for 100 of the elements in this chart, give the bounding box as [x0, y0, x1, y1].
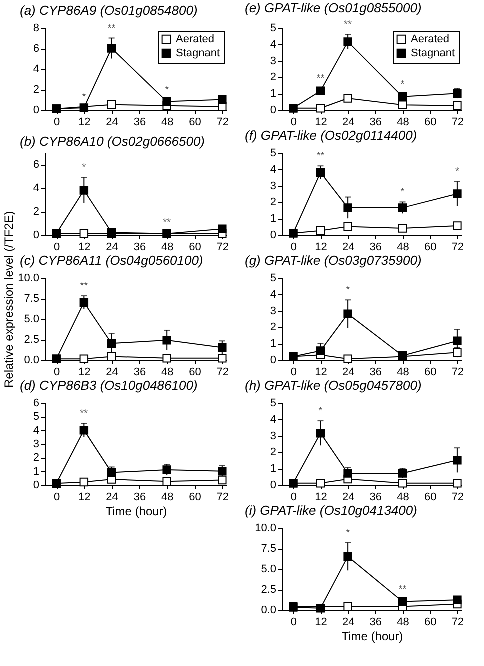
y-tick-label: 10.0	[18, 272, 40, 284]
x-tick-label: 72	[452, 116, 464, 128]
x-tick-label: 60	[424, 242, 437, 254]
x-tick-label: 0	[290, 366, 297, 378]
x-tick-label: 60	[424, 116, 437, 128]
x-tick-label: 0	[54, 242, 60, 254]
x-tick-label: 48	[161, 242, 174, 254]
y-tick-label: 0.0	[24, 354, 40, 366]
x-tick-label: 48	[161, 366, 174, 378]
x-tick-label: 12	[315, 116, 328, 128]
y-tick-label: 4	[270, 38, 276, 51]
y-tick-label: 2.5	[24, 334, 40, 346]
x-tick-label: 48	[161, 116, 174, 128]
x-tick-label: 48	[397, 366, 410, 378]
y-tick-label: 4	[33, 182, 40, 195]
y-tick-label: 0	[33, 230, 40, 242]
chart-title: (g) GPAT-like (Os03g0735900)	[245, 253, 422, 268]
y-tick-label: 10.0	[255, 522, 276, 534]
annotation: *	[82, 92, 86, 103]
chart-title: (i) GPAT-like (Os10g0413400)	[245, 503, 418, 518]
y-tick-label: 1	[33, 466, 40, 478]
x-tick-label: 72	[216, 116, 230, 128]
y-tick-label: 4	[33, 424, 40, 437]
annotation: *	[82, 162, 86, 174]
x-tick-label: 48	[397, 242, 410, 254]
annotation: **	[344, 20, 352, 31]
y-tick-label: 3	[270, 55, 276, 68]
chart-title: (b) CYP86A10 (Os02g0666500)	[20, 134, 206, 149]
annotation: **	[398, 584, 407, 596]
x-tick-label: 72	[452, 616, 464, 628]
y-tick-label: 5.0	[261, 564, 276, 576]
y-tick-label: 3	[270, 180, 276, 192]
annotation: *	[455, 166, 460, 178]
x-tick-label: 60	[424, 366, 437, 378]
y-tick-label: 3	[33, 438, 40, 450]
y-tick-label: 1	[270, 213, 276, 226]
y-tick-label: 2	[33, 452, 40, 464]
x-tick-label: 48	[161, 492, 174, 504]
x-tick-label: 12	[315, 366, 328, 378]
y-tick-label: 4	[270, 288, 276, 301]
x-tick-label: 12	[78, 242, 91, 254]
y-tick-label: 6	[33, 43, 40, 55]
chart-title: (a) CYP86A9 (Os01g0854800)	[20, 3, 198, 18]
x-tick-label: 24	[106, 492, 118, 504]
y-tick-label: 2	[33, 206, 40, 218]
y-tick-label: 2	[270, 72, 276, 84]
y-tick-label: 7.5	[24, 293, 40, 305]
x-tick-label: 12	[315, 616, 328, 628]
x-tick-label: 24	[342, 242, 355, 254]
x-axis-title: Time (hour)	[106, 504, 168, 518]
annotation: **	[80, 281, 88, 292]
y-tick-label: 2	[270, 322, 276, 334]
chart-title: (h) GPAT-like (Os05g0457800)	[245, 378, 422, 393]
chart-title: (c) CYP86A11 (Os04g0560100)	[20, 253, 204, 268]
annotation: **	[163, 218, 172, 229]
y-tick-label: 4	[33, 64, 40, 76]
annotation: *	[400, 187, 405, 198]
x-tick-label: 60	[189, 116, 202, 128]
x-tick-label: 12	[315, 492, 328, 504]
x-tick-label: 72	[216, 366, 230, 378]
x-tick-label: 48	[397, 616, 410, 628]
x-tick-label: 36	[370, 492, 382, 504]
y-tick-label: 6	[33, 159, 40, 172]
x-tick-label: 24	[342, 492, 355, 504]
x-tick-label: 24	[342, 116, 355, 128]
y-tick-label: 3	[270, 305, 276, 318]
x-tick-label: 72	[452, 366, 464, 378]
annotation: *	[318, 406, 323, 418]
y-tick-label: 7.5	[261, 543, 276, 555]
annotation: *	[165, 84, 170, 96]
x-tick-label: 12	[315, 242, 328, 254]
x-tick-label: 0	[54, 116, 60, 128]
y-tick-label: 5	[33, 411, 40, 424]
y-tick-label: 0	[270, 104, 276, 116]
chart-title: (d) CYP86B3 (Os10g0486100)	[20, 378, 198, 393]
x-tick-label: 24	[106, 242, 118, 254]
x-tick-label: 0	[54, 492, 60, 504]
y-tick-label: 6	[33, 398, 40, 410]
legend-label: Stagnant	[411, 48, 456, 60]
y-tick-label: 3	[270, 430, 276, 442]
x-tick-label: 60	[189, 492, 202, 504]
y-tick-label: 5	[270, 148, 276, 160]
x-tick-label: 0	[54, 366, 60, 378]
y-tick-label: 8	[33, 22, 40, 34]
x-tick-label: 24	[106, 116, 118, 128]
y-tick-label: 4	[270, 164, 276, 176]
x-tick-label: 60	[424, 492, 437, 504]
x-tick-label: 0	[290, 116, 297, 128]
y-tick-label: 1	[270, 88, 276, 100]
x-tick-label: 48	[397, 492, 410, 504]
x-tick-label: 36	[370, 366, 382, 378]
y-tick-label: 1	[270, 338, 276, 350]
x-tick-label: 0	[290, 492, 297, 504]
y-tick-label: 4	[270, 414, 276, 426]
x-tick-label: 72	[216, 492, 230, 504]
annotation: **	[108, 23, 116, 34]
y-tick-label: 0	[270, 354, 276, 366]
x-tick-label: 36	[370, 242, 382, 254]
x-tick-label: 60	[189, 242, 202, 254]
y-tick-label: 2	[270, 446, 276, 459]
